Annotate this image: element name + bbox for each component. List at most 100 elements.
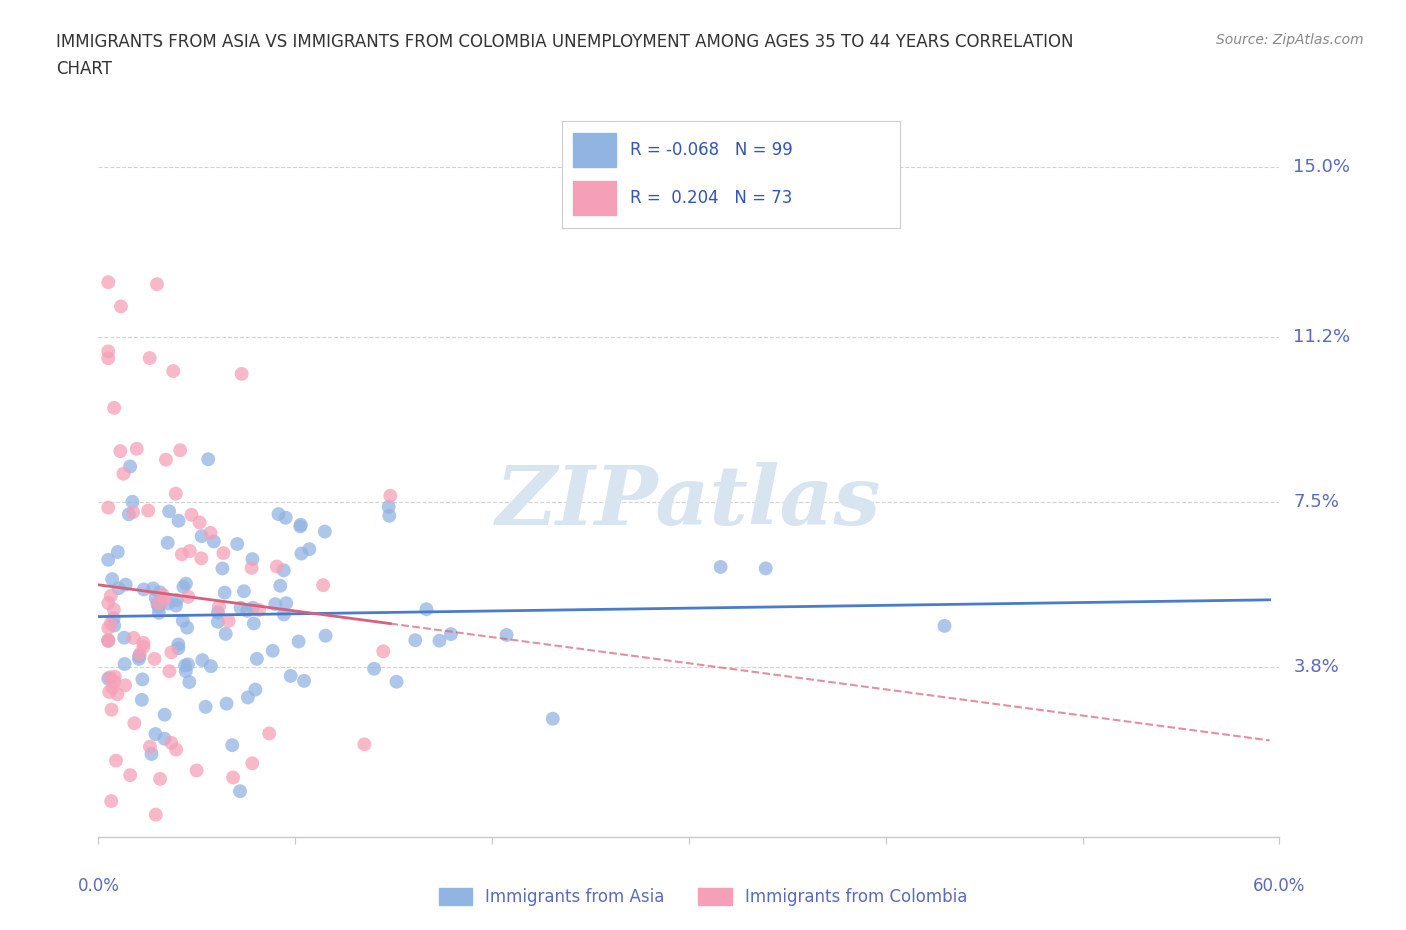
Point <box>229 784 252 799</box>
Point <box>149 771 172 786</box>
Point <box>207 605 229 620</box>
Legend: Immigrants from Asia, Immigrants from Colombia: Immigrants from Asia, Immigrants from Co… <box>432 881 974 912</box>
Point <box>101 572 124 587</box>
Point <box>312 578 335 592</box>
Point <box>152 587 174 602</box>
Point <box>177 590 200 604</box>
Point <box>100 589 122 604</box>
Point <box>190 551 212 565</box>
Point <box>179 674 201 689</box>
Point <box>114 578 136 592</box>
Point <box>167 637 190 652</box>
Point <box>710 560 733 575</box>
Point <box>97 671 120 686</box>
Point <box>172 613 194 628</box>
Point <box>107 545 129 560</box>
Point <box>212 546 235 561</box>
Point <box>211 561 233 576</box>
Point <box>122 505 145 520</box>
Point <box>242 551 264 566</box>
Point <box>292 673 315 688</box>
Bar <box>572 133 616 166</box>
Point <box>112 466 135 481</box>
Point <box>276 596 298 611</box>
Text: R = -0.068   N = 99: R = -0.068 N = 99 <box>630 140 793 159</box>
Point <box>208 599 231 614</box>
Point <box>101 680 124 695</box>
Point <box>169 443 191 458</box>
Point <box>114 657 136 671</box>
Point <box>110 299 132 313</box>
Point <box>264 597 287 612</box>
Point <box>105 687 128 702</box>
Point <box>110 444 132 458</box>
Point <box>103 602 125 617</box>
Point <box>165 486 187 501</box>
Point <box>378 509 401 524</box>
Point <box>141 747 163 762</box>
Point <box>290 517 312 532</box>
Point <box>440 627 463 642</box>
Bar <box>572 180 616 215</box>
Point <box>128 651 150 666</box>
Point <box>103 674 125 689</box>
Point <box>145 726 167 741</box>
Point <box>100 616 122 631</box>
Point <box>172 579 194 594</box>
Point <box>232 584 254 599</box>
Point <box>156 536 179 551</box>
Point <box>149 585 172 600</box>
Point <box>132 582 155 597</box>
Text: CHART: CHART <box>56 60 112 78</box>
Point <box>145 591 167 605</box>
Point <box>240 756 263 771</box>
Point <box>269 578 291 593</box>
Point <box>100 793 122 808</box>
Point <box>298 541 321 556</box>
Point <box>245 682 267 697</box>
Point <box>190 529 212 544</box>
Point <box>176 620 198 635</box>
Point <box>153 731 176 746</box>
Point <box>290 519 312 534</box>
Point <box>159 664 181 679</box>
Point <box>97 351 120 365</box>
Point <box>215 627 238 642</box>
Point <box>100 702 122 717</box>
Point <box>146 596 169 611</box>
Point <box>207 615 229 630</box>
Point <box>97 596 120 611</box>
Point <box>136 503 159 518</box>
Point <box>132 635 155 650</box>
Point <box>138 351 160 365</box>
Text: R =  0.204   N = 73: R = 0.204 N = 73 <box>630 189 792 206</box>
Point <box>180 507 202 522</box>
Point <box>257 726 280 741</box>
Point <box>214 585 236 600</box>
Point <box>124 716 146 731</box>
Text: ZIPatlas: ZIPatlas <box>496 462 882 542</box>
Point <box>167 641 190 656</box>
Point <box>197 452 219 467</box>
Point <box>495 628 517 643</box>
Point <box>103 401 125 416</box>
Point <box>97 274 120 289</box>
Point <box>118 507 141 522</box>
Point <box>353 737 375 751</box>
Point <box>103 618 125 633</box>
Point <box>103 611 125 626</box>
Point <box>240 561 263 576</box>
Point <box>160 644 183 659</box>
Point <box>179 543 201 558</box>
Point <box>165 598 187 613</box>
Point <box>120 459 142 474</box>
Point <box>186 763 208 777</box>
Point <box>231 366 253 381</box>
Point <box>200 658 222 673</box>
Text: Source: ZipAtlas.com: Source: ZipAtlas.com <box>1216 33 1364 46</box>
Point <box>236 604 259 618</box>
Point <box>373 644 395 658</box>
Point <box>236 690 259 705</box>
Point <box>97 632 120 647</box>
Point <box>97 344 120 359</box>
